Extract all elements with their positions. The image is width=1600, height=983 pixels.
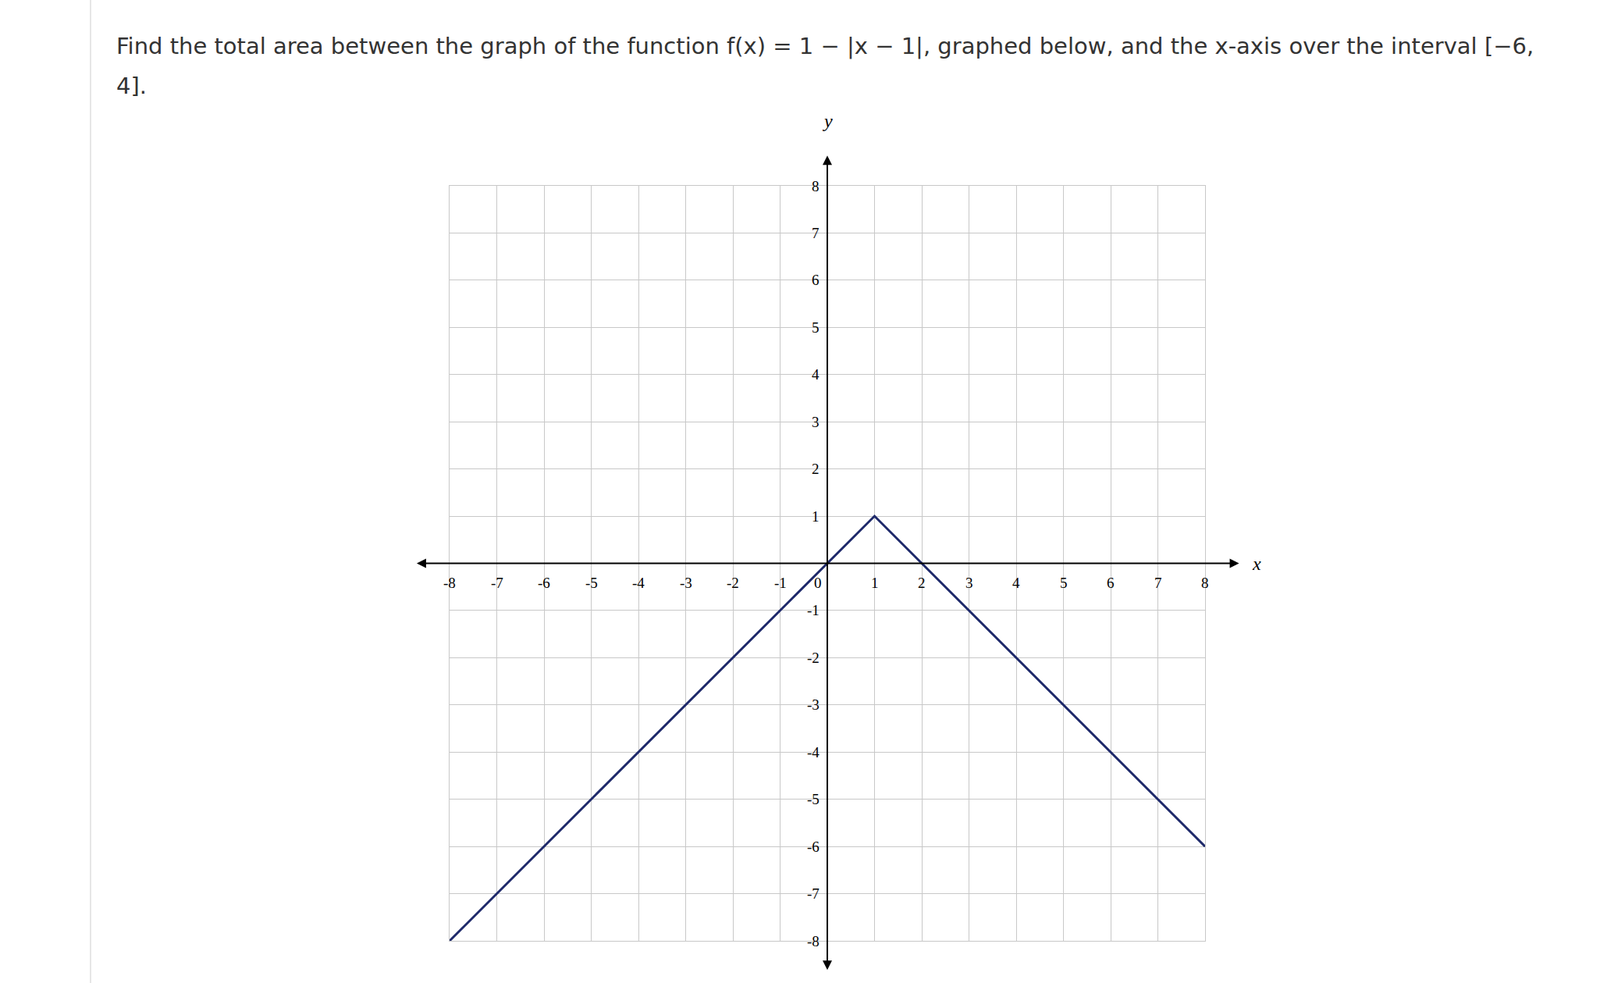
svg-text:8: 8 (1201, 574, 1209, 591)
svg-text:6: 6 (811, 271, 820, 288)
svg-text:x: x (1251, 553, 1262, 574)
svg-text:-5: -5 (585, 574, 598, 591)
svg-text:-1: -1 (774, 574, 787, 591)
svg-text:4: 4 (1012, 574, 1021, 591)
svg-text:-6: -6 (807, 838, 820, 855)
svg-text:-7: -7 (490, 574, 504, 591)
svg-text:-8: -8 (443, 574, 456, 591)
svg-text:3: 3 (965, 574, 974, 591)
svg-text:-5: -5 (807, 790, 820, 808)
svg-text:4: 4 (811, 366, 820, 383)
svg-text:3: 3 (811, 413, 820, 431)
svg-text:2: 2 (811, 460, 820, 477)
svg-text:8: 8 (811, 177, 820, 195)
svg-text:0: 0 (814, 574, 822, 591)
svg-text:y: y (822, 110, 833, 132)
svg-text:-3: -3 (679, 574, 693, 591)
svg-text:2: 2 (917, 574, 926, 591)
svg-text:-4: -4 (632, 574, 645, 591)
svg-text:1: 1 (811, 508, 820, 525)
svg-text:6: 6 (1106, 574, 1115, 591)
svg-text:-2: -2 (726, 574, 740, 591)
svg-text:-4: -4 (807, 743, 820, 761)
svg-text:-1: -1 (807, 601, 820, 619)
svg-text:-6: -6 (537, 574, 551, 591)
html-text:Find the total area between th: Find the total area between the graph of… (116, 32, 1534, 99)
svg-text:-8: -8 (807, 932, 820, 950)
svg-text:7: 7 (1154, 574, 1163, 591)
svg-text:7: 7 (811, 224, 820, 242)
svg-text:1: 1 (871, 574, 879, 591)
svg-text:5: 5 (1059, 574, 1068, 591)
svg-text:-7: -7 (807, 885, 820, 902)
svg-text:-3: -3 (807, 696, 820, 713)
svg-text:-2: -2 (807, 649, 820, 666)
svg-text:5: 5 (811, 319, 820, 336)
